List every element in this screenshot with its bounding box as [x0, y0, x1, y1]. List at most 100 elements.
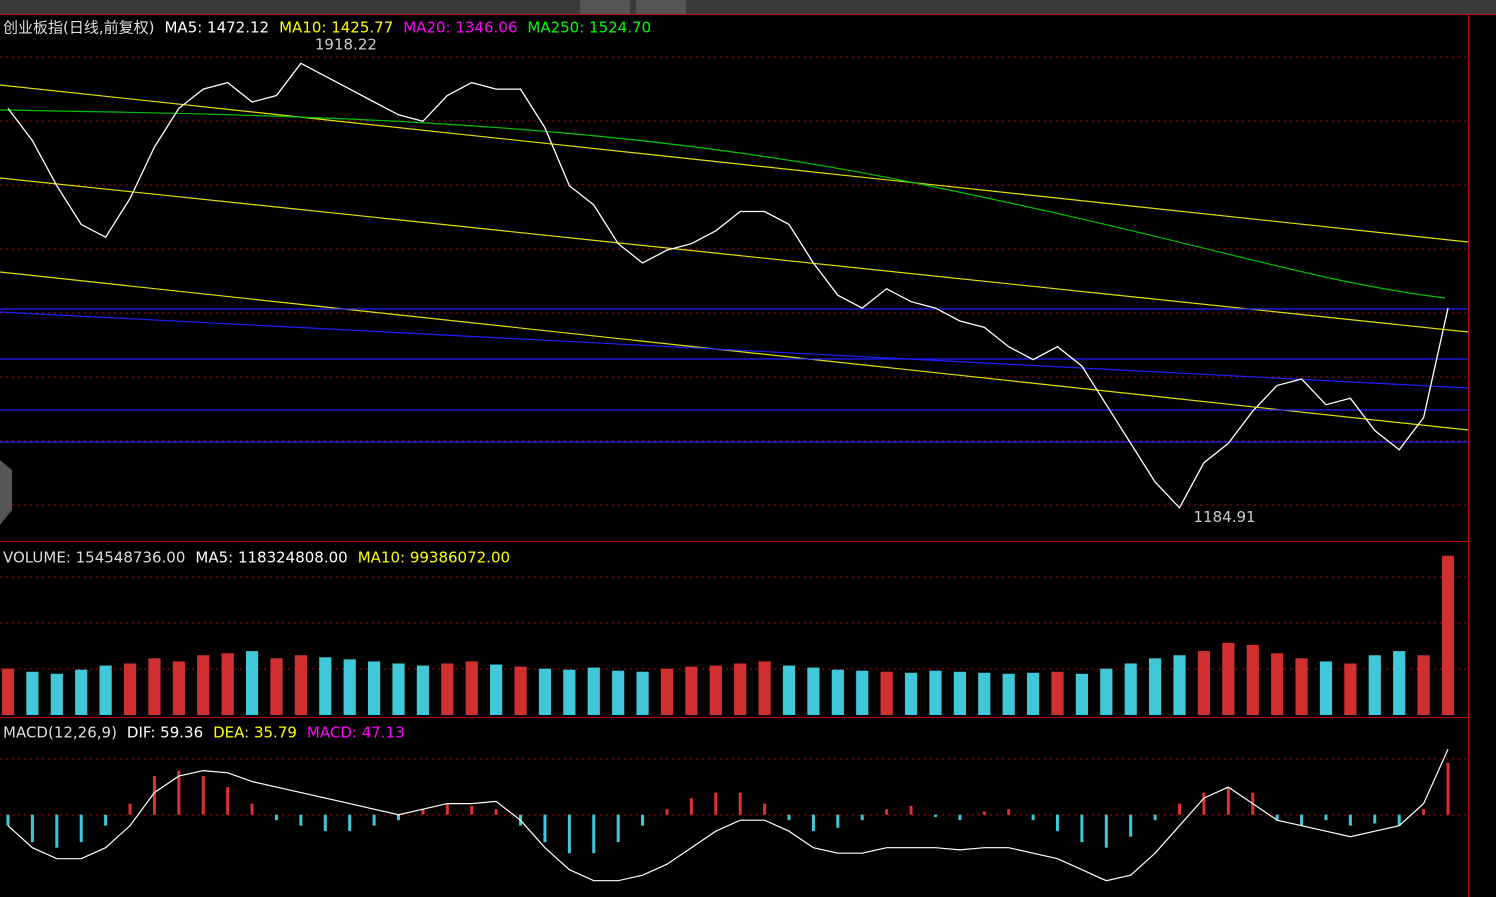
volume-bar — [563, 669, 576, 715]
volume-bar — [1124, 663, 1137, 715]
volume-bar — [636, 671, 649, 715]
volume-bar — [1075, 673, 1088, 715]
macd-bar — [1275, 814, 1279, 821]
volume-bar — [685, 666, 698, 715]
volume-bar — [1173, 655, 1186, 715]
macd-bar — [1007, 809, 1011, 815]
macd-bar — [226, 787, 230, 815]
macd-bar — [372, 814, 376, 826]
macd-bar — [421, 809, 425, 815]
macd-bar — [885, 809, 889, 815]
volume-bar — [1051, 671, 1064, 715]
macd-bar — [201, 776, 205, 815]
volume-bar — [856, 670, 869, 715]
volume-bar — [1100, 668, 1113, 715]
legend-item: DIF: 59.36 — [127, 724, 203, 742]
volume-bar — [587, 667, 600, 715]
volume-bar — [660, 668, 674, 715]
pane-title: MACD(12,26,9) — [3, 724, 117, 742]
macd-bar — [128, 803, 132, 815]
volume-bar — [782, 665, 796, 715]
macd-bar — [958, 814, 962, 821]
volume-bar — [978, 672, 991, 715]
volume-bar — [1149, 658, 1162, 715]
volume-bar — [880, 671, 893, 715]
macd-bar — [299, 814, 303, 826]
pane-title: VOLUME: 154548736.00 — [3, 549, 185, 567]
macd-bar — [1348, 814, 1352, 826]
macd-bar — [1446, 762, 1450, 815]
menu-tab[interactable] — [580, 0, 630, 14]
volume-bar — [368, 661, 381, 715]
volume-bar — [75, 669, 88, 715]
volume-bar — [197, 655, 210, 715]
macd-bar — [397, 814, 401, 821]
legend-item: MA250: 1524.70 — [527, 19, 651, 37]
volume-bar — [758, 661, 771, 715]
volume-bar — [441, 663, 454, 715]
macd-bar — [1202, 792, 1206, 815]
legend-item: MA10: 1425.77 — [279, 19, 393, 37]
macd-bar — [1397, 814, 1401, 826]
pane-title: 创业板指(日线,前复权) — [3, 19, 154, 37]
macd-bar — [982, 811, 986, 815]
macd-bar — [6, 814, 10, 826]
volume-bar — [465, 661, 478, 715]
macd-bar — [1226, 787, 1230, 815]
volume-bar — [612, 670, 625, 715]
macd-bar — [787, 814, 791, 821]
volume-bar — [270, 658, 283, 715]
volume-bar — [50, 673, 63, 715]
grid — [0, 56, 1468, 816]
volume-bar — [319, 657, 332, 715]
macd-bar — [470, 805, 474, 815]
menu-bar — [0, 0, 1496, 14]
macd-bar — [1104, 814, 1108, 848]
macd-bar — [567, 814, 571, 854]
volume-bar — [416, 665, 430, 715]
macd-bar — [79, 814, 83, 843]
macd-bar — [1080, 814, 1084, 843]
volume-bar — [490, 664, 503, 715]
volume-bar — [1368, 655, 1381, 715]
volume-bar — [929, 670, 942, 715]
macd-bar — [933, 814, 937, 817]
legend-item: MA10: 99386072.00 — [358, 549, 510, 567]
menu-tab[interactable] — [636, 0, 686, 14]
macd-bar — [55, 814, 59, 848]
volume-bar — [1026, 672, 1040, 715]
trend-lines — [0, 84, 1469, 431]
legend-item: MA5: 118324808.00 — [195, 549, 347, 567]
volume-bar — [123, 663, 137, 715]
macd-bar — [836, 814, 840, 828]
macd-bar — [1031, 814, 1035, 821]
macd-bar — [763, 803, 767, 815]
volume-bar — [1271, 653, 1284, 715]
volume-bar — [831, 669, 844, 715]
legend-item: MA20: 1346.06 — [403, 19, 517, 37]
macd-bar — [445, 803, 449, 815]
volume-bar — [1393, 651, 1406, 715]
low-label: 1184.91 — [1194, 508, 1256, 526]
volume-bar — [343, 659, 356, 715]
volume-bar — [1, 668, 15, 715]
volume-bar — [1295, 658, 1308, 715]
macd-bar — [1055, 814, 1059, 832]
volume-bar — [294, 655, 307, 715]
volume-bar — [538, 668, 552, 715]
dif-line — [7, 749, 1449, 882]
volume-bar — [99, 665, 112, 715]
macd-bar — [1300, 814, 1304, 826]
macd-bar — [1324, 814, 1328, 821]
macd-bar — [641, 814, 645, 826]
macd-bar — [616, 814, 620, 843]
macd-bar — [665, 809, 669, 815]
macd-bar — [860, 814, 864, 821]
volume-bar — [148, 658, 161, 715]
macd-bar — [1129, 814, 1133, 837]
macd-bar — [738, 792, 742, 815]
volume-bar — [1344, 663, 1357, 715]
side-handle[interactable] — [0, 460, 12, 525]
macd-bar — [714, 792, 718, 815]
